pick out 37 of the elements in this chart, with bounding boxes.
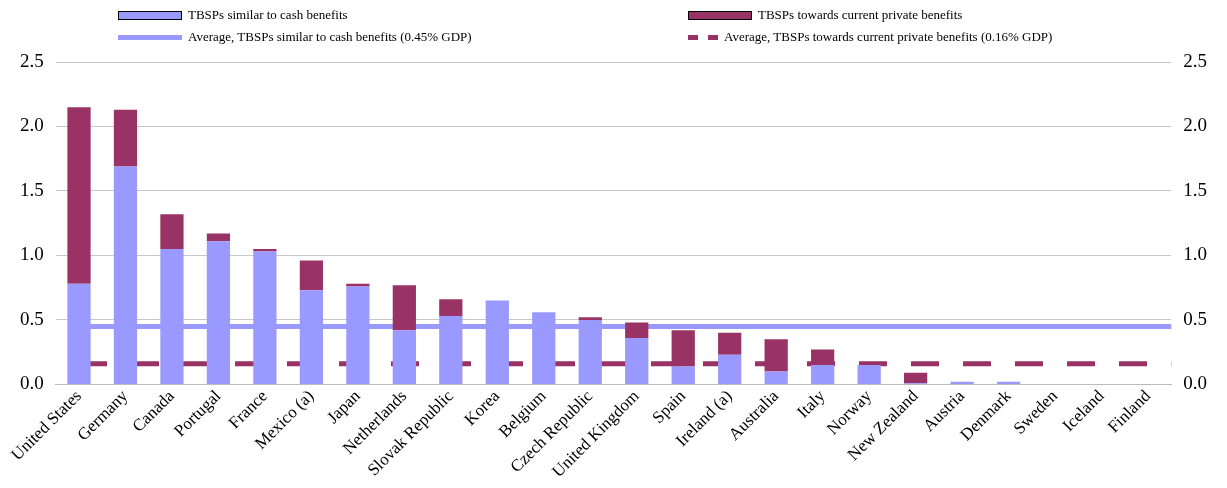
- bar: [857, 365, 881, 384]
- bar: [392, 330, 416, 384]
- legend-label: Average, TBSPs towards current private benefits (0.16% GDP): [724, 29, 1053, 45]
- bar: [996, 381, 1021, 384]
- bar: [439, 299, 463, 317]
- y-tick-label: 2.5: [20, 49, 44, 71]
- legend-label: TBSPs similar to cash benefits: [188, 7, 348, 23]
- bar: [392, 285, 416, 331]
- bar: [764, 371, 788, 384]
- bar: [160, 214, 184, 250]
- y2-tick-label: 1.0: [1183, 243, 1207, 265]
- y2-tick-label: 1.5: [1183, 178, 1207, 200]
- y2-tick-label: 2.5: [1183, 49, 1207, 71]
- y2-tick-label: 0.0: [1183, 372, 1207, 394]
- legend-label: TBSPs towards current private benefits: [758, 7, 963, 23]
- y-tick-label: 1.5: [20, 178, 44, 200]
- bar: [811, 365, 835, 384]
- legend-label: Average, TBSPs similar to cash benefits (0.45% GDP): [188, 29, 472, 45]
- bar: [718, 354, 742, 384]
- bar: [625, 322, 649, 339]
- y-tick-label: 0.0: [20, 372, 44, 394]
- bar: [950, 381, 974, 384]
- y-tick-label: 0.5: [20, 307, 44, 329]
- bar: [113, 109, 138, 167]
- bar: [625, 338, 649, 384]
- bar: [299, 260, 324, 291]
- bar: [671, 366, 695, 384]
- y-tick-label: 1.0: [20, 243, 44, 265]
- bar: [578, 317, 602, 320]
- y2-tick-label: 2.0: [1183, 114, 1207, 136]
- y2-tick-label: 0.5: [1183, 307, 1207, 329]
- y-tick-label: 2.0: [20, 114, 44, 136]
- bar: [718, 332, 742, 355]
- bar: [904, 372, 928, 384]
- bar: [253, 249, 277, 252]
- bar: [67, 107, 91, 284]
- x-tick-label: Italy: [793, 385, 829, 422]
